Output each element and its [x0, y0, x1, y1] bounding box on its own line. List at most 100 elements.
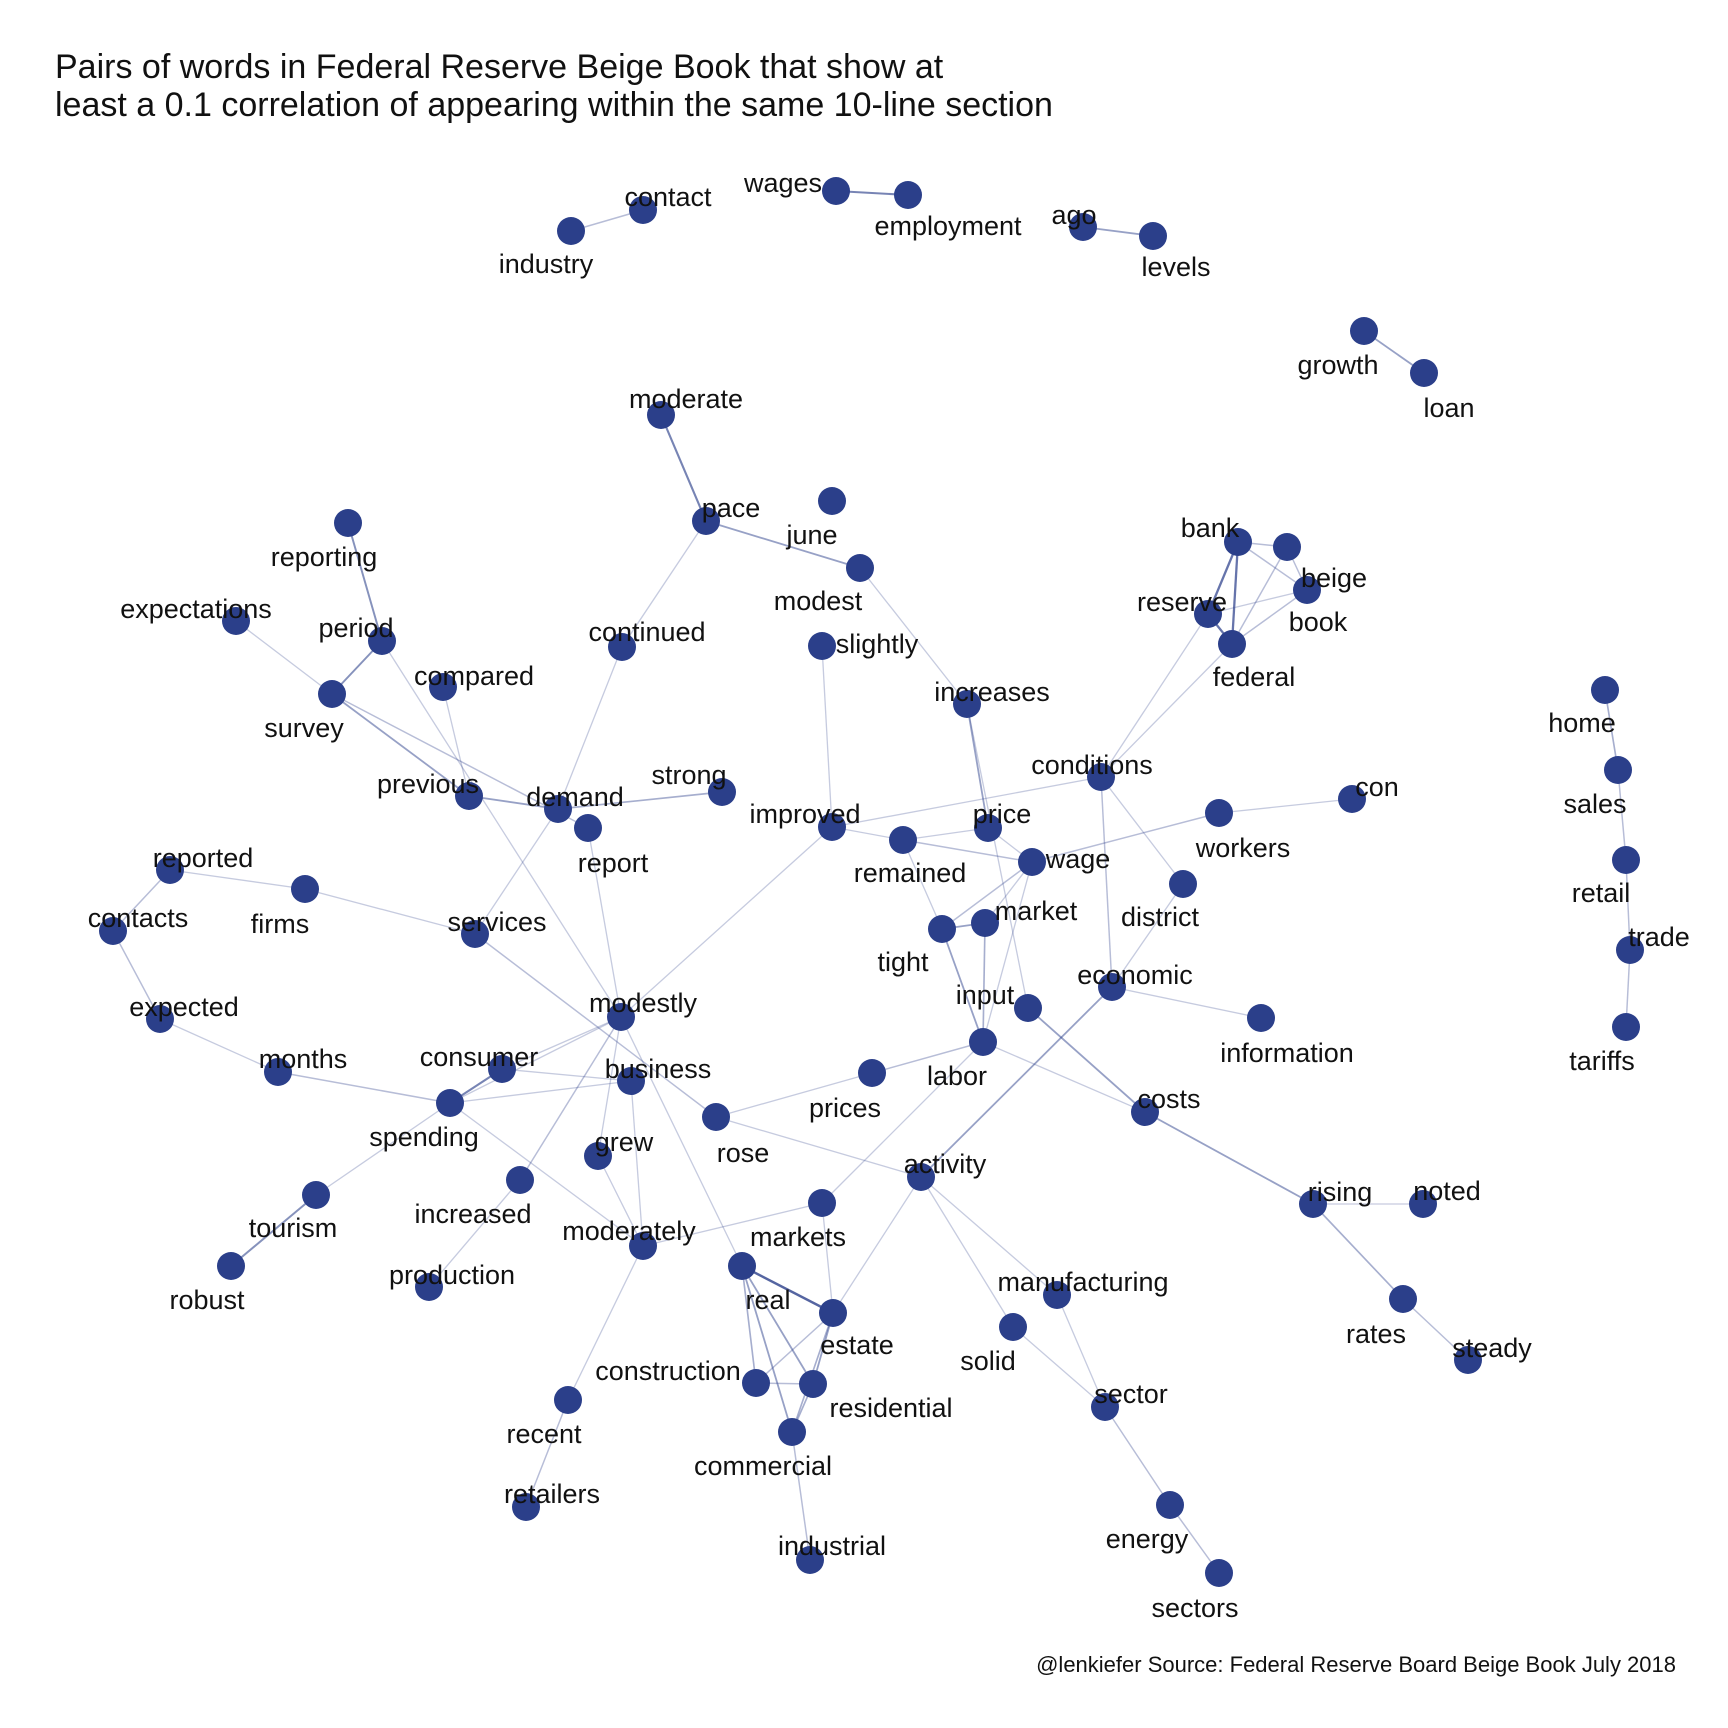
- node-energy: [1156, 1491, 1184, 1519]
- edge-reporting-period: [347, 522, 383, 642]
- node-ago: [1069, 213, 1097, 241]
- node-label-business: business: [605, 1054, 712, 1084]
- node-label-tight: tight: [877, 947, 929, 977]
- node-rates: [1389, 1285, 1417, 1313]
- node-label-sector: sector: [1094, 1379, 1168, 1409]
- node-solid: [999, 1313, 1027, 1341]
- edge-rates-steady: [1402, 1298, 1469, 1361]
- node-district: [1169, 870, 1197, 898]
- node-layer: [99, 177, 1644, 1587]
- node-workers: [1205, 799, 1233, 827]
- node-price: [974, 814, 1002, 842]
- node-label-reported: reported: [153, 843, 254, 873]
- node-demand: [544, 795, 572, 823]
- edge-modestly-grew: [597, 1016, 622, 1157]
- node-continued: [608, 633, 636, 661]
- node-label-contact: contact: [624, 182, 712, 212]
- node-label-employment: employment: [874, 211, 1022, 241]
- node-period: [368, 627, 396, 655]
- edge-estate-construction: [755, 1312, 834, 1384]
- node-label-reserve: reserve: [1137, 587, 1227, 617]
- node-wages: [822, 177, 850, 205]
- edge-firms-services: [304, 888, 476, 935]
- node-label-activity: activity: [904, 1149, 987, 1179]
- edge-input-costs: [1027, 1007, 1146, 1113]
- node-label-spending: spending: [369, 1122, 479, 1152]
- edge-tight-labor: [941, 928, 984, 1043]
- edge-wage-tight: [941, 861, 1033, 930]
- node-economic: [1098, 973, 1126, 1001]
- node-loan: [1410, 359, 1438, 387]
- edge-sales-retail: [1617, 769, 1627, 861]
- node-label-con: con: [1355, 772, 1399, 802]
- node-market: [971, 909, 999, 937]
- node-label-increases: increases: [934, 677, 1050, 707]
- edge-activity-estate: [832, 1176, 922, 1314]
- edge-conditions-reserve: [1100, 613, 1209, 778]
- node-moderate: [647, 401, 675, 429]
- node-label-slightly: slightly: [836, 629, 919, 659]
- chart-title-line-2: least a 0.1 correlation of appearing wit…: [55, 86, 1053, 124]
- edge-pace-modest: [705, 520, 861, 569]
- node-label-rising: rising: [1308, 1177, 1373, 1207]
- node-label-market: market: [995, 896, 1078, 926]
- node-sales: [1604, 756, 1632, 784]
- node-markets: [808, 1189, 836, 1217]
- node-services: [461, 920, 489, 948]
- edge-remained-price: [902, 827, 989, 841]
- edge-modestly-increased: [519, 1016, 622, 1181]
- node-label-rose: rose: [717, 1138, 770, 1168]
- node-retail: [1612, 846, 1640, 874]
- node-label-tariffs: tariffs: [1569, 1046, 1635, 1076]
- node-remained: [889, 826, 917, 854]
- edge-slightly-improved: [821, 645, 833, 828]
- node-tourism: [302, 1181, 330, 1209]
- edge-improved-conditions: [831, 776, 1102, 828]
- node-label-robust: robust: [169, 1285, 245, 1315]
- edge-labor-markets: [821, 1041, 984, 1204]
- node-input: [1014, 994, 1042, 1022]
- edge-services-rose: [474, 933, 717, 1118]
- node-business: [617, 1067, 645, 1095]
- node-commercial: [778, 1418, 806, 1446]
- node-contacts: [99, 917, 127, 945]
- edge-report-modestly: [587, 827, 622, 1018]
- node-label-months: months: [259, 1044, 348, 1074]
- edge-bank-federal: [1230, 541, 1240, 645]
- node-reported: [156, 856, 184, 884]
- node-labor: [969, 1028, 997, 1056]
- source-caption: @lenkiefer Source: Federal Reserve Board…: [1036, 1652, 1676, 1677]
- edge-bank-book: [1237, 541, 1308, 591]
- node-label-information: information: [1220, 1038, 1354, 1068]
- edge-modestly-spending: [449, 1016, 622, 1104]
- node-pace: [692, 507, 720, 535]
- node-label-workers: workers: [1195, 833, 1291, 863]
- node-label-book: book: [1289, 607, 1348, 637]
- node-label-prices: prices: [809, 1093, 881, 1123]
- node-label-levels: levels: [1141, 252, 1210, 282]
- node-june: [818, 487, 846, 515]
- node-months: [264, 1058, 292, 1086]
- node-label-wages: wages: [743, 168, 822, 198]
- node-information: [1247, 1004, 1275, 1032]
- edge-labor-prices: [871, 1041, 984, 1074]
- edge-activity-solid: [920, 1176, 1014, 1328]
- edge-continued-demand: [557, 646, 623, 810]
- node-label-modest: modest: [774, 586, 863, 616]
- node-noted: [1409, 1190, 1437, 1218]
- edge-expected-months: [159, 1018, 279, 1073]
- node-robust: [217, 1252, 245, 1280]
- node-label-moderate: moderate: [629, 384, 743, 414]
- node-label-report: report: [578, 848, 649, 878]
- edge-spending-moderately: [449, 1102, 644, 1247]
- node-con: [1338, 785, 1366, 813]
- edge-retail-trade: [1625, 859, 1631, 951]
- node-label-wage: wage: [1045, 844, 1111, 874]
- node-label-ago: ago: [1051, 200, 1096, 230]
- node-label-beige: beige: [1301, 563, 1367, 593]
- edge-tourism-robust: [230, 1194, 317, 1267]
- node-tight: [928, 915, 956, 943]
- node-label-continued: continued: [588, 617, 705, 647]
- node-home: [1591, 676, 1619, 704]
